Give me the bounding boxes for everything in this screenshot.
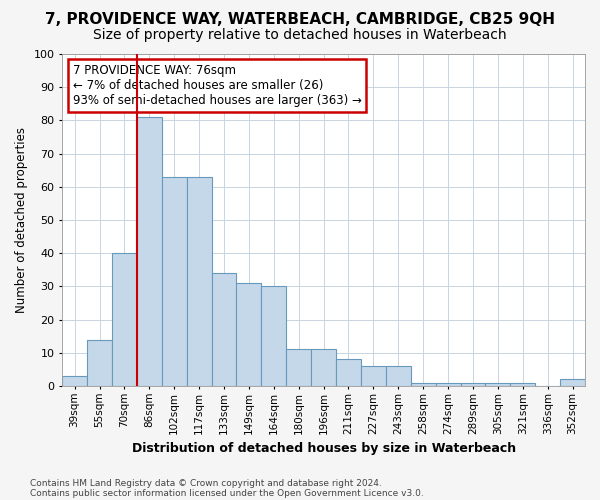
Bar: [461, 382, 485, 386]
Y-axis label: Number of detached properties: Number of detached properties: [15, 127, 28, 313]
Text: 7, PROVIDENCE WAY, WATERBEACH, CAMBRIDGE, CB25 9QH: 7, PROVIDENCE WAY, WATERBEACH, CAMBRIDGE…: [45, 12, 555, 28]
Bar: [436, 382, 461, 386]
Bar: [511, 382, 535, 386]
Bar: [311, 350, 336, 386]
Text: Size of property relative to detached houses in Waterbeach: Size of property relative to detached ho…: [93, 28, 507, 42]
Bar: [87, 340, 112, 386]
Bar: [386, 366, 411, 386]
Bar: [411, 382, 436, 386]
Text: 7 PROVIDENCE WAY: 76sqm
← 7% of detached houses are smaller (26)
93% of semi-det: 7 PROVIDENCE WAY: 76sqm ← 7% of detached…: [73, 64, 362, 107]
Bar: [212, 273, 236, 386]
Bar: [485, 382, 511, 386]
Bar: [236, 283, 262, 386]
Bar: [112, 253, 137, 386]
Bar: [361, 366, 386, 386]
Bar: [286, 350, 311, 386]
Bar: [187, 177, 212, 386]
Bar: [137, 117, 162, 386]
Text: Contains HM Land Registry data © Crown copyright and database right 2024.: Contains HM Land Registry data © Crown c…: [30, 478, 382, 488]
Bar: [560, 380, 585, 386]
X-axis label: Distribution of detached houses by size in Waterbeach: Distribution of detached houses by size …: [131, 442, 515, 455]
Bar: [262, 286, 286, 386]
Bar: [336, 360, 361, 386]
Bar: [62, 376, 87, 386]
Bar: [162, 177, 187, 386]
Text: Contains public sector information licensed under the Open Government Licence v3: Contains public sector information licen…: [30, 488, 424, 498]
